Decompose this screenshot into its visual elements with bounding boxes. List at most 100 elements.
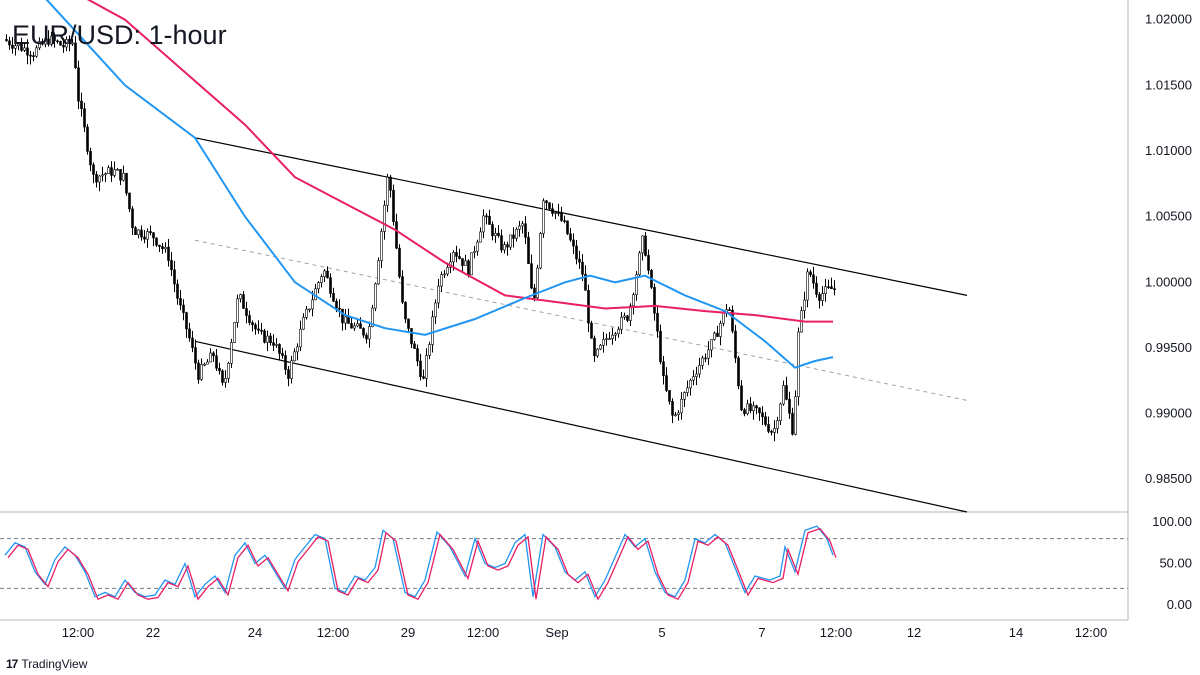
oscillator-pane: 100.00 50.00 0.00 [0, 514, 1192, 612]
candle-body [398, 247, 401, 277]
candle-body [320, 276, 323, 283]
candle-body [59, 41, 62, 46]
candle-body [335, 300, 338, 309]
candle-body [464, 260, 467, 266]
candle-body [431, 316, 434, 345]
candle-body [740, 385, 743, 411]
candle-body [707, 349, 710, 359]
candle-body [710, 339, 713, 351]
candle-body [326, 270, 329, 279]
candle-body [560, 212, 563, 221]
candle-body [536, 267, 539, 299]
candle-body [827, 286, 830, 289]
candle-body [362, 328, 365, 336]
candle-body [254, 324, 257, 330]
candle-body [83, 108, 86, 128]
candle-body [245, 308, 248, 316]
candle-body [641, 235, 644, 254]
x-tick-label: 22 [146, 625, 160, 640]
candle-body [488, 215, 491, 225]
candle-body [545, 200, 548, 204]
tradingview-logo-icon: 17 [6, 657, 18, 671]
candle-body [602, 339, 605, 346]
candle-body [779, 403, 782, 421]
candle-body [164, 246, 167, 250]
candle-body [170, 260, 173, 271]
candle-body [659, 330, 662, 363]
price-y-tick-label: 1.02000 [1145, 12, 1192, 27]
oscillator-y-tick-label: 0.00 [1167, 597, 1192, 612]
moving-average-line-2[interactable] [5, 0, 834, 369]
candle-body [26, 47, 29, 56]
candle-body [572, 239, 575, 247]
channel-lower-line[interactable] [194, 340, 968, 513]
candle-body [404, 301, 407, 320]
candle-body [617, 329, 620, 335]
channel-upper-line[interactable] [194, 137, 968, 296]
candle-body [716, 332, 719, 337]
candle-body [383, 204, 386, 232]
candle-body [569, 233, 572, 241]
candle-body [380, 231, 383, 261]
candle-body [233, 322, 236, 343]
candle-body [704, 357, 707, 360]
oscillator-line-1[interactable] [4, 525, 834, 599]
tradingview-brand[interactable]: 17 TradingView [6, 657, 87, 671]
candle-body [197, 362, 200, 380]
candle-body [473, 251, 476, 254]
candle-body [179, 298, 182, 306]
candle-body [497, 232, 500, 236]
candle-body [80, 100, 83, 109]
candles [5, 30, 836, 442]
candle-body [680, 398, 683, 414]
candle-body [713, 332, 716, 340]
candle-body [401, 276, 404, 303]
candle-body [116, 169, 119, 171]
candle-body [437, 285, 440, 304]
oscillator-line-2[interactable] [7, 527, 837, 601]
candle-body [311, 299, 314, 310]
candle-body [782, 385, 785, 405]
candle-body [719, 323, 722, 337]
candle-body [290, 360, 293, 379]
candle-body [251, 322, 254, 326]
candle-body [203, 363, 206, 366]
candle-body [533, 287, 536, 299]
candle-body [128, 192, 131, 210]
candle-body [701, 357, 704, 366]
candle-body [167, 246, 170, 261]
candle-body [455, 252, 458, 257]
candle-body [98, 175, 101, 183]
candle-body [29, 54, 32, 57]
candle-body [344, 316, 347, 324]
price-y-tick-label: 0.98500 [1145, 471, 1192, 486]
candle-body [755, 405, 758, 409]
candle-body [440, 274, 443, 287]
x-tick-label: Sep [545, 625, 568, 640]
candle-body [644, 235, 647, 256]
candle-body [161, 246, 164, 250]
moving-average-line-1[interactable] [5, 0, 833, 323]
candle-body [359, 323, 362, 329]
candle-body [527, 236, 530, 264]
channel-middle-line[interactable] [194, 239, 968, 401]
candle-body [338, 307, 341, 310]
candle-body [509, 234, 512, 248]
candle-body [209, 352, 212, 363]
candle-body [695, 373, 698, 377]
price-y-tick-label: 0.99500 [1145, 340, 1192, 355]
candle-body [809, 271, 812, 276]
candle-body [158, 244, 161, 247]
candle-body [281, 353, 284, 356]
candle-body [767, 424, 770, 432]
candle-body [386, 176, 389, 206]
candle-body [518, 225, 521, 230]
candle-body [104, 173, 107, 176]
candle-body [410, 328, 413, 345]
candle-body [14, 45, 17, 49]
candle-body [356, 323, 359, 327]
candle-body [479, 231, 482, 243]
candle-body [293, 351, 296, 362]
candle-body [143, 236, 146, 240]
